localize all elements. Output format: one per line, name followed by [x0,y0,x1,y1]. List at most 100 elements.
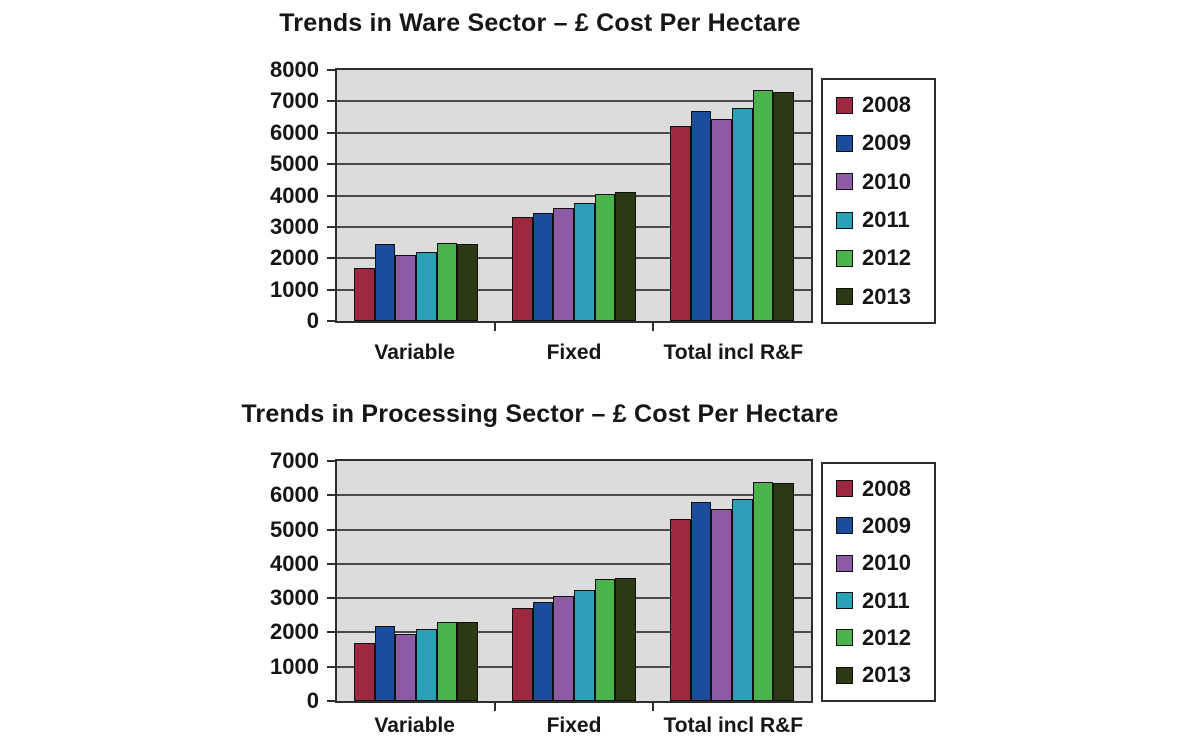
bar-group-total-incl-r-f [670,70,794,321]
bar-2012-fixed [594,579,616,701]
legend-item-2013: 2013 [836,664,930,686]
legend-item-2009: 2009 [836,512,930,538]
legend-label: 2008 [862,92,911,118]
x-axis-tick [651,703,654,711]
y-tick-mark [327,700,335,702]
y-axis: 0 1000 2000 3000 4000 5000 6000 7000 [230,450,335,712]
x-category-label: Fixed [546,714,602,737]
y-tick-label: 5000 [270,516,319,542]
plot-area [335,459,813,711]
gridline [337,528,811,531]
x-axis-tick [493,703,496,711]
legend-swatch-2012 [836,249,853,267]
bar-2010-variable [395,634,417,701]
bar-2010-total-incl-r-f [711,509,733,701]
y-tick-label: 6000 [270,482,319,508]
category-cell-total-incl-r-f [653,461,811,701]
bar-2013-variable [457,244,478,321]
bar-2010-variable [395,255,417,321]
bar-2008-fixed [512,608,533,701]
y-tick-mark [327,597,335,600]
bar-2011-total-incl-r-f [732,498,753,701]
y-tick-mark [327,460,335,462]
category-cell-variable [337,70,495,321]
bar-group-variable [354,70,478,321]
y-tick-label: 4000 [270,550,319,576]
legend-label: 2011 [862,207,910,233]
bar-2010-total-incl-r-f [711,118,733,321]
plot-groups [337,70,811,321]
bar-2012-variable [436,242,458,321]
y-tick-label: 3000 [270,213,319,239]
chart-title: Trends in Processing Sector – £ Cost Per… [241,400,839,428]
bar-2013-total-incl-r-f [773,91,794,321]
legend-label: 2013 [862,283,911,309]
y-tick-label: 0 [306,308,319,333]
gridline [337,494,811,497]
x-category-label: Fixed [546,341,602,364]
y-tick-mark [327,163,335,166]
bar-2008-fixed [512,217,533,321]
category-cell-variable [337,461,495,701]
y-tick-mark [327,100,335,103]
bar-2011-variable [416,251,437,321]
gridline [337,194,811,197]
bar-2009-total-incl-r-f [690,502,712,701]
legend-swatch-2013 [836,666,853,684]
y-tick-mark [327,225,335,228]
category-cell-total-incl-r-f [653,70,811,321]
y-tick-mark [327,194,335,197]
legend-label: 2009 [862,512,911,538]
y-tick-label: 1000 [270,276,319,302]
legend-swatch-2010 [836,554,853,572]
bar-2009-fixed [532,212,554,321]
legend-label: 2011 [862,587,910,613]
y-tick-mark [327,69,335,71]
y-tick-label: 7000 [270,88,319,114]
legend-item-2008: 2008 [836,94,930,116]
y-tick-label: 2000 [270,619,319,645]
x-category-label: Variable [374,341,455,364]
bar-2013-fixed [615,577,636,701]
x-category-label: Variable [374,714,455,737]
bar-2012-variable [436,622,458,701]
bar-2012-total-incl-r-f [752,90,774,321]
bar-2010-fixed [553,596,575,701]
y-axis: 0 1000 2000 3000 4000 5000 6000 7000 8000 [230,59,335,332]
legend-item-2011: 2011 [836,209,930,231]
y-tick-label: 0 [306,688,319,713]
y-tick-mark [327,320,335,322]
bar-2009-variable [374,244,396,321]
bar-2011-fixed [574,203,595,321]
legend-item-2012: 2012 [836,247,930,269]
x-category-label: Total incl R&F [663,341,804,364]
y-tick-label: 8000 [270,57,319,82]
x-axis-tick [651,323,654,331]
y-tick-label: 7000 [270,448,319,473]
gridline [337,163,811,166]
bar-2009-total-incl-r-f [690,110,712,321]
legend-label: 2008 [862,475,911,501]
bar-group-fixed [512,70,636,321]
bar-2008-total-incl-r-f [670,519,691,701]
legend-item-2008: 2008 [836,475,930,501]
x-category-label: Total incl R&F [663,714,804,737]
legend-label: 2013 [862,662,911,688]
bar-2008-variable [354,642,375,701]
bar-2013-total-incl-r-f [773,483,794,701]
plot-area [335,68,813,331]
legend: 2008 2009 2010 2011 2012 2013 [821,78,936,324]
bar-2013-fixed [615,192,636,321]
bar-2011-variable [416,629,437,701]
legend-swatch-2010 [836,173,853,191]
bar-2012-total-incl-r-f [752,481,774,701]
bar-2008-variable [354,267,375,321]
legend-label: 2012 [862,245,911,271]
bar-2011-fixed [574,589,595,701]
y-tick-label: 3000 [270,585,319,611]
y-tick-label: 4000 [270,182,319,208]
legend-swatch-2011 [836,592,853,610]
bar-2010-fixed [553,208,575,321]
y-tick-mark [327,131,335,134]
y-tick-label: 1000 [270,653,319,679]
